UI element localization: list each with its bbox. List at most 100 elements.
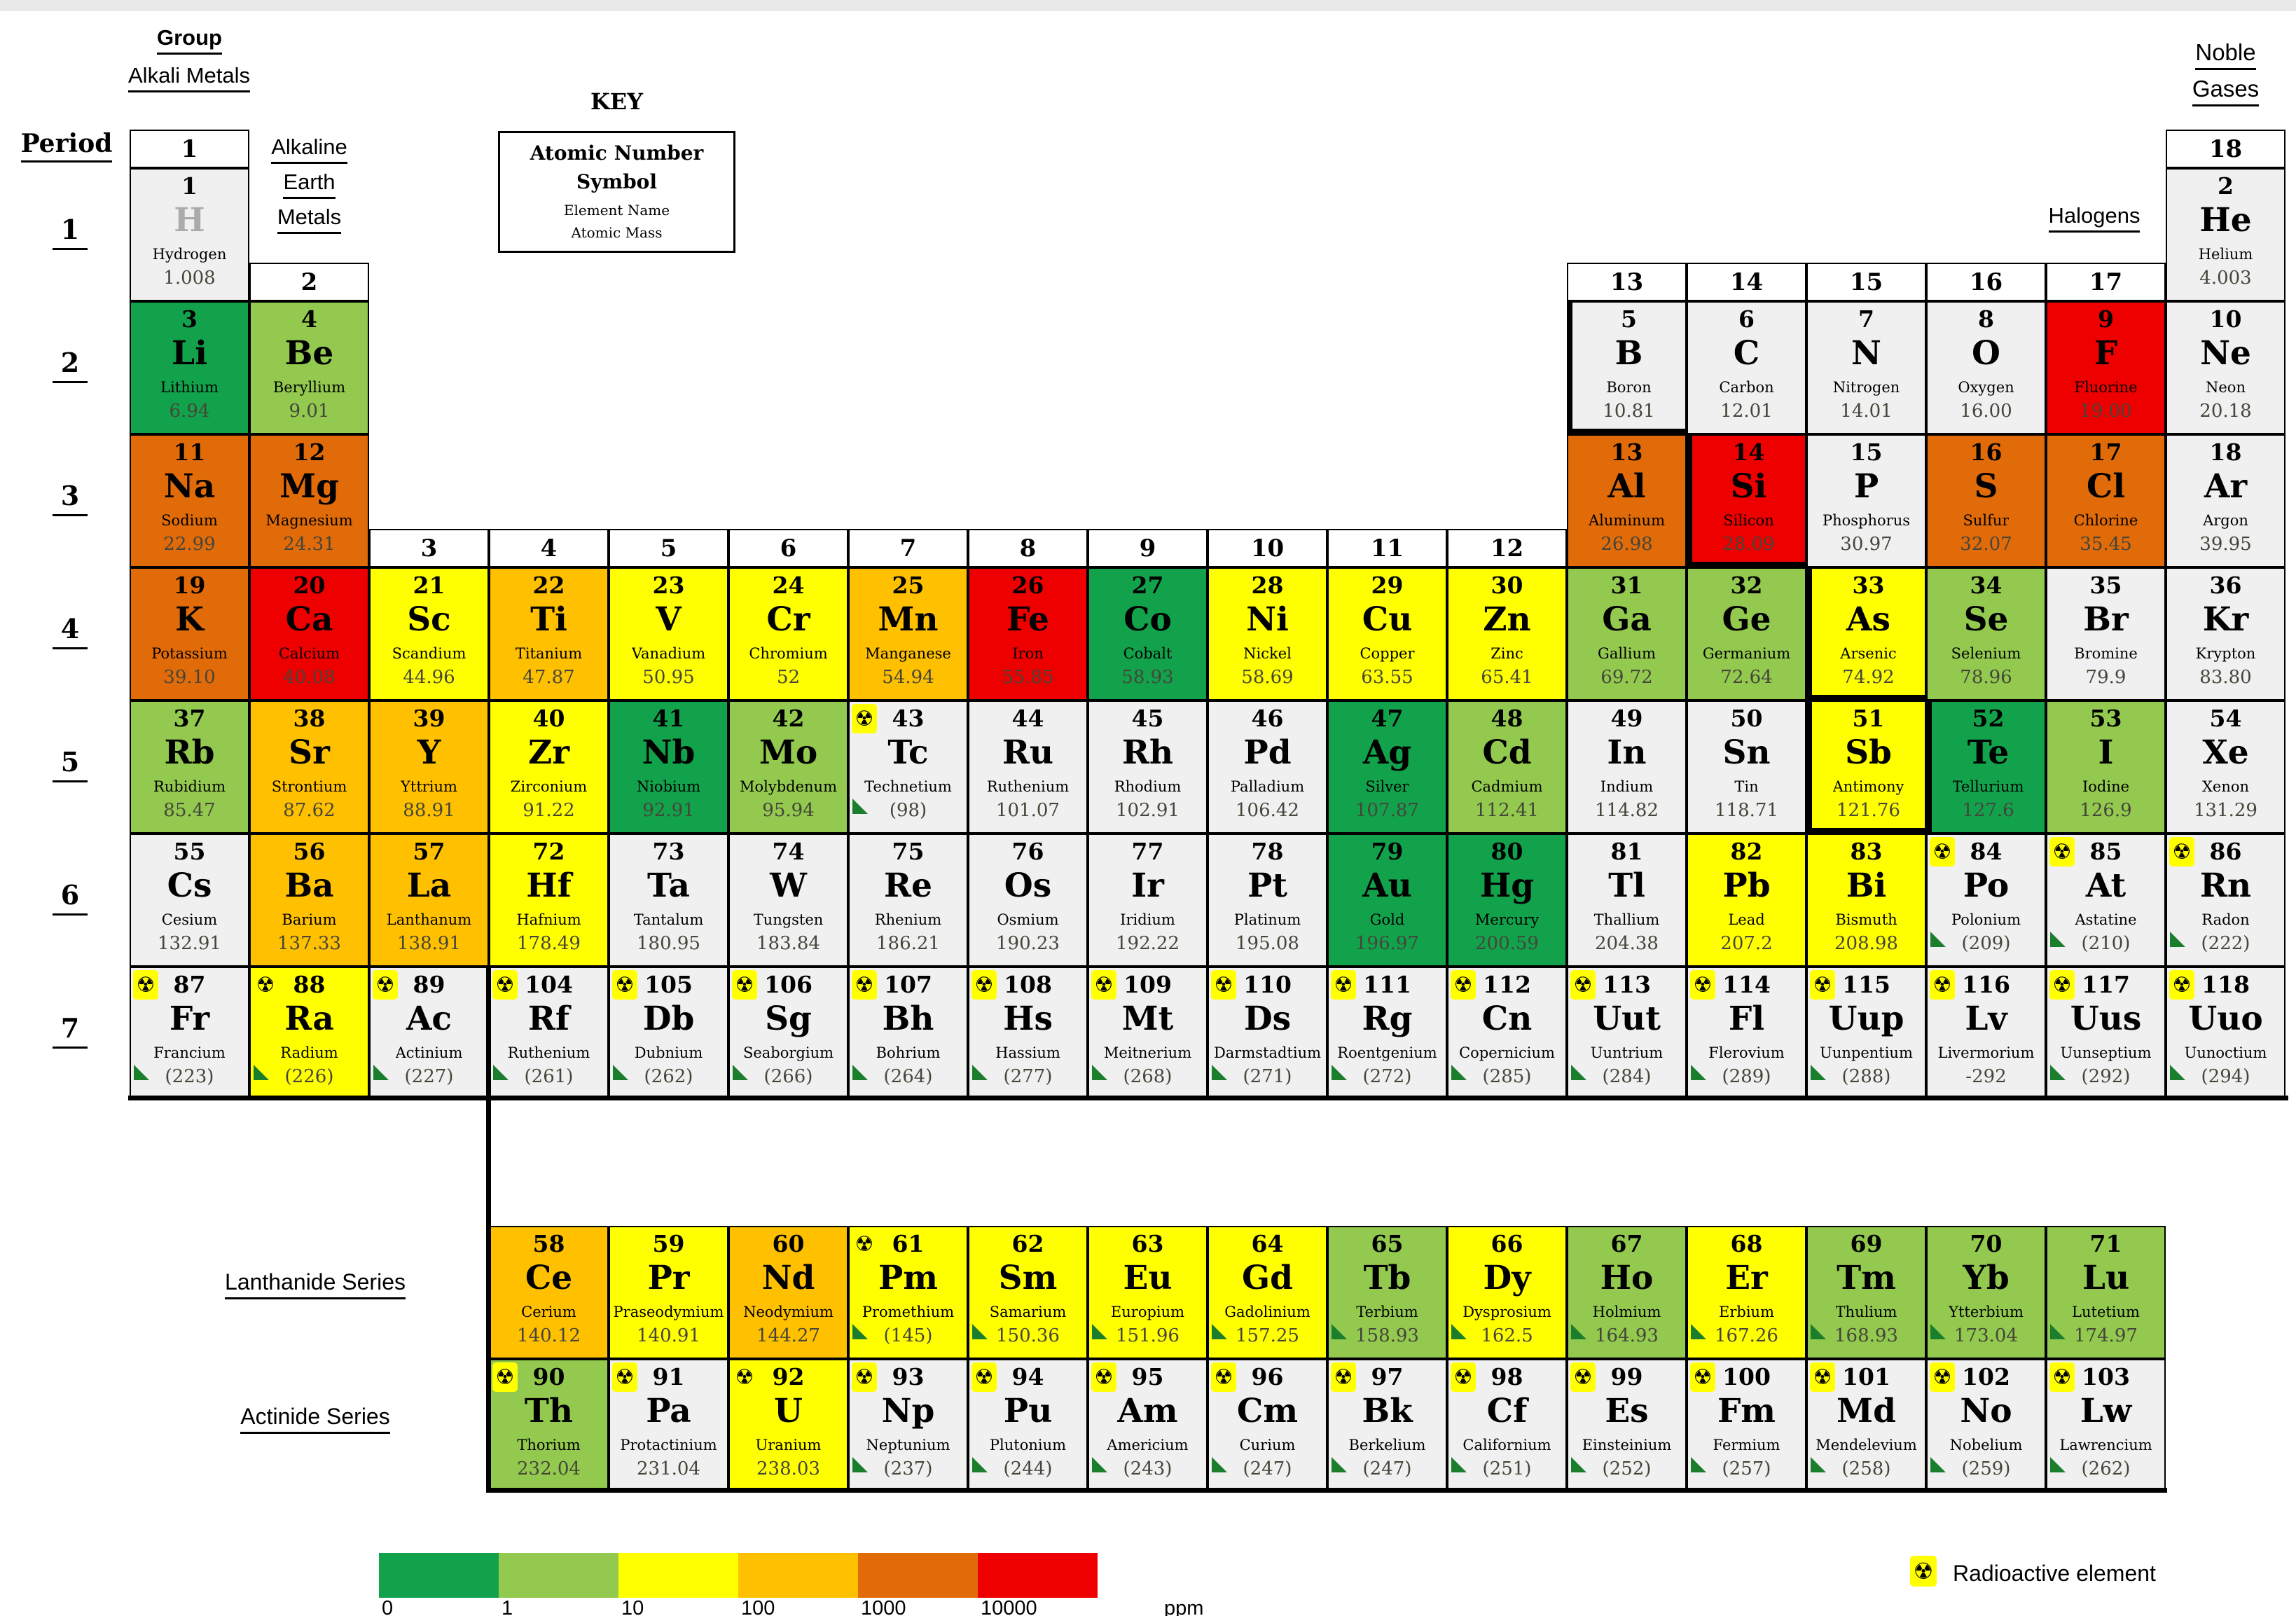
- atomic-number: 46: [1251, 705, 1284, 732]
- atomic-number: 84: [1970, 838, 2003, 865]
- element-name: Manganese: [865, 645, 951, 662]
- element-name: Zirconium: [510, 778, 588, 795]
- radioactive-icon: ☢: [1930, 1362, 1955, 1392]
- atomic-mass: (145): [883, 1325, 933, 1346]
- radioactive-icon: ☢: [1930, 837, 1955, 866]
- element-F: 9 F Fluorine 19.00: [2046, 301, 2166, 434]
- element-Mg: 12 Mg Magnesium 24.31: [249, 434, 369, 567]
- atomic-number: 69: [1850, 1230, 1883, 1257]
- element-symbol: Rg: [1362, 1000, 1413, 1038]
- element-Lu: 71 Lu Lutetium 174.97: [2046, 1226, 2166, 1359]
- element-name: Thulium: [1835, 1304, 1897, 1320]
- element-Sg: ☢ 106 Sg Seaborgium (266): [728, 967, 848, 1100]
- comment-triangle: [733, 1065, 748, 1080]
- element-Lv: ☢ 116 Lv Livermorium -292: [1926, 967, 2046, 1100]
- element-name: Radium: [280, 1044, 338, 1061]
- element-Ar: 18 Ar Argon 39.95: [2166, 434, 2285, 567]
- radioactive-icon: ☢: [852, 970, 877, 1000]
- alkali-metals-label: Alkali Metals: [98, 63, 280, 92]
- atomic-number: 56: [293, 838, 326, 865]
- element-Bi: 83 Bi Bismuth 208.98: [1806, 834, 1926, 967]
- element-symbol: Uuo: [2188, 1000, 2263, 1038]
- atomic-number: 13: [1610, 438, 1643, 466]
- element-symbol: Er: [1725, 1259, 1768, 1297]
- atomic-number: 85: [2089, 838, 2122, 865]
- element-symbol: I: [2098, 733, 2114, 772]
- element-Ds: ☢ 110 Ds Darmstadtium (271): [1208, 967, 1327, 1100]
- atomic-mass: 180.95: [637, 933, 700, 954]
- element-name: Thorium: [517, 1437, 581, 1453]
- element-Po: ☢ 84 Po Polonium (209): [1926, 834, 2046, 967]
- atomic-mass: 186.21: [876, 933, 940, 954]
- atomic-number: 99: [1610, 1363, 1643, 1390]
- element-symbol: He: [2199, 201, 2252, 240]
- element-Tc: ☢ 43 Tc Technetium (98): [848, 700, 968, 834]
- element-symbol: Be: [284, 334, 334, 373]
- element-symbol: Gd: [1241, 1259, 1293, 1297]
- atomic-number: 7: [1858, 305, 1874, 333]
- element-Pd: 46 Pd Palladium 106.42: [1208, 700, 1327, 834]
- atomic-number: 30: [1491, 572, 1523, 599]
- element-symbol: Tc: [887, 733, 929, 772]
- atomic-mass: 164.93: [1595, 1325, 1659, 1346]
- element-name: Gadolinium: [1224, 1304, 1310, 1320]
- atomic-mass: 132.91: [158, 933, 221, 954]
- element-name: Cerium: [521, 1304, 576, 1320]
- comment-triangle: [972, 1065, 988, 1080]
- element-Pb: 82 Pb Lead 207.2: [1687, 834, 1806, 967]
- atomic-number: 32: [1730, 572, 1763, 599]
- element-name: Silicon: [1723, 512, 1774, 529]
- element-name: Dubnium: [634, 1044, 703, 1061]
- element-O: 8 O Oxygen 16.00: [1926, 301, 2046, 434]
- atomic-mass: 158.93: [1355, 1325, 1419, 1346]
- alkaline-earth-label-3: Metals: [249, 205, 369, 234]
- atomic-number: 65: [1371, 1230, 1404, 1257]
- element-symbol: Pu: [1003, 1392, 1053, 1430]
- atomic-mass: 92.91: [642, 800, 695, 821]
- atomic-mass: 26.98: [1600, 534, 1653, 555]
- atomic-number: 24: [772, 572, 805, 599]
- radioactive-icon: ☢: [852, 1229, 877, 1259]
- group-header-18: 18: [2166, 130, 2285, 168]
- element-symbol: Si: [1730, 467, 1767, 506]
- atomic-number: 12: [293, 438, 326, 466]
- key-atomic-mass: Atomic Mass: [571, 224, 663, 241]
- atomic-mass: 232.04: [517, 1458, 581, 1479]
- noble-gases-label-2: Gases: [2166, 76, 2285, 106]
- atomic-mass: 78.96: [1960, 667, 2012, 688]
- element-symbol: Am: [1117, 1392, 1178, 1430]
- atomic-number: 33: [1852, 572, 1885, 599]
- atomic-number: 106: [764, 971, 812, 998]
- comment-triangle: [2170, 1065, 2185, 1080]
- element-name: Gold: [1369, 911, 1405, 928]
- legend-label-100: 100: [741, 1597, 775, 1616]
- element-Fl: ☢ 114 Fl Flerovium (289): [1687, 967, 1806, 1100]
- atomic-number: 29: [1371, 572, 1404, 599]
- element-P: 15 P Phosphorus 30.97: [1806, 434, 1926, 567]
- group-header-3: 3: [369, 529, 489, 567]
- element-symbol: Yb: [1963, 1259, 2010, 1297]
- comment-triangle: [972, 1457, 988, 1472]
- atomic-mass: 204.38: [1595, 933, 1659, 954]
- element-Sm: 62 Sm Samarium 150.36: [968, 1226, 1088, 1359]
- atomic-number: 105: [644, 971, 693, 998]
- element-symbol: Cd: [1482, 733, 1532, 772]
- atomic-mass: (261): [524, 1066, 574, 1087]
- element-symbol: Cr: [766, 600, 810, 639]
- element-symbol: Ni: [1246, 600, 1289, 639]
- atomic-number: 82: [1730, 838, 1763, 865]
- atomic-mass: 196.97: [1355, 933, 1419, 954]
- element-Np: ☢ 93 Np Neptunium (237): [848, 1359, 968, 1492]
- comment-triangle: [2050, 1065, 2066, 1080]
- element-name: Neptunium: [866, 1437, 950, 1453]
- comment-triangle: [1571, 1324, 1586, 1339]
- element-Na: 11 Na Sodium 22.99: [130, 434, 249, 567]
- atomic-number: 76: [1011, 838, 1044, 865]
- atomic-number: 104: [525, 971, 573, 998]
- element-Si: 14 Si Silicon 28.09: [1687, 434, 1806, 567]
- element-name: Bromine: [2074, 645, 2138, 662]
- element-Sn: 50 Sn Tin 118.71: [1687, 700, 1806, 834]
- radioactive-icon: ☢: [1091, 1362, 1116, 1392]
- radioactive-icon: ☢: [852, 704, 877, 733]
- element-symbol: Pr: [647, 1259, 690, 1297]
